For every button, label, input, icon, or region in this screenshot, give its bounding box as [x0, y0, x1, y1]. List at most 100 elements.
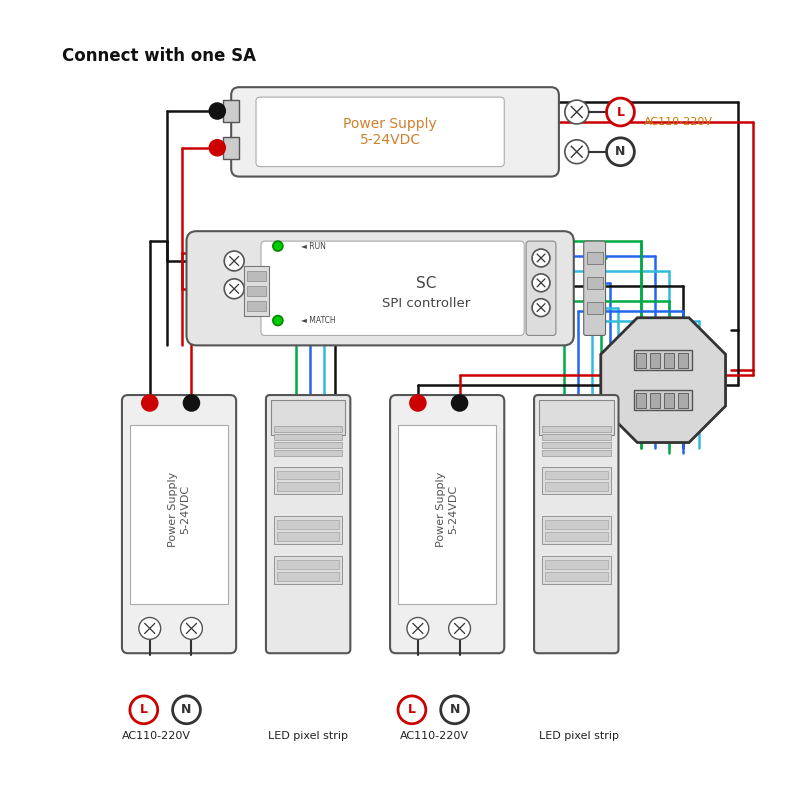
- Bar: [542, 426, 610, 432]
- FancyBboxPatch shape: [261, 241, 524, 335]
- Bar: [277, 532, 339, 541]
- Circle shape: [398, 696, 426, 724]
- Bar: [545, 470, 607, 479]
- Bar: [277, 470, 339, 479]
- Bar: [634, 350, 692, 370]
- Bar: [542, 516, 610, 544]
- Circle shape: [606, 138, 634, 166]
- Text: Power Supply
5-24VDC: Power Supply 5-24VDC: [168, 472, 190, 547]
- Circle shape: [532, 249, 550, 267]
- Circle shape: [210, 103, 226, 119]
- Circle shape: [410, 395, 426, 411]
- FancyBboxPatch shape: [231, 87, 559, 177]
- Circle shape: [181, 618, 202, 639]
- Bar: [247, 286, 266, 296]
- Bar: [542, 556, 610, 584]
- Bar: [542, 450, 610, 456]
- Circle shape: [173, 696, 200, 724]
- Bar: [223, 100, 239, 122]
- Bar: [274, 434, 342, 440]
- FancyBboxPatch shape: [526, 241, 556, 335]
- Bar: [636, 354, 646, 368]
- Circle shape: [407, 618, 429, 639]
- Bar: [247, 301, 266, 310]
- Text: N: N: [450, 703, 460, 716]
- Circle shape: [130, 696, 158, 724]
- Bar: [277, 560, 339, 569]
- Bar: [678, 354, 688, 368]
- Text: L: L: [140, 703, 148, 716]
- Text: Connect with one SA: Connect with one SA: [62, 47, 256, 66]
- Circle shape: [139, 618, 161, 639]
- FancyBboxPatch shape: [256, 97, 504, 166]
- Bar: [678, 393, 688, 408]
- Bar: [274, 556, 342, 584]
- Circle shape: [224, 251, 244, 271]
- Text: Power Supply
5-24VDC: Power Supply 5-24VDC: [436, 472, 458, 547]
- Text: LED pixel strip: LED pixel strip: [538, 730, 618, 741]
- FancyBboxPatch shape: [584, 241, 606, 335]
- Text: AC110-220V: AC110-220V: [644, 117, 714, 127]
- Bar: [274, 426, 342, 432]
- Bar: [274, 516, 342, 544]
- Text: ◄ MATCH: ◄ MATCH: [301, 316, 335, 325]
- Circle shape: [142, 395, 158, 411]
- Circle shape: [452, 395, 467, 411]
- Bar: [634, 390, 692, 410]
- Bar: [545, 532, 607, 541]
- Text: LED pixel strip: LED pixel strip: [268, 730, 348, 741]
- Bar: [636, 393, 646, 408]
- Bar: [130, 425, 228, 603]
- Circle shape: [183, 395, 199, 411]
- Bar: [545, 482, 607, 491]
- Text: ◄ RUN: ◄ RUN: [301, 242, 326, 250]
- Text: L: L: [617, 106, 625, 118]
- Bar: [539, 400, 614, 434]
- Circle shape: [606, 98, 634, 126]
- Circle shape: [210, 140, 226, 156]
- Text: SC: SC: [417, 276, 437, 291]
- Bar: [542, 442, 610, 448]
- Bar: [274, 466, 342, 494]
- Text: AC110-220V: AC110-220V: [122, 730, 191, 741]
- Bar: [274, 442, 342, 448]
- Circle shape: [441, 696, 469, 724]
- Bar: [223, 137, 239, 158]
- Bar: [545, 520, 607, 529]
- Circle shape: [273, 241, 283, 251]
- Text: Power Supply
5-24VDC: Power Supply 5-24VDC: [343, 117, 437, 147]
- Circle shape: [565, 100, 589, 124]
- Polygon shape: [601, 318, 726, 442]
- Circle shape: [532, 274, 550, 292]
- Text: N: N: [182, 703, 192, 716]
- Bar: [398, 425, 496, 603]
- Bar: [586, 277, 602, 289]
- Bar: [277, 520, 339, 529]
- Bar: [586, 302, 602, 314]
- Bar: [664, 354, 674, 368]
- Bar: [650, 354, 660, 368]
- FancyBboxPatch shape: [534, 395, 618, 654]
- Text: AC110-220V: AC110-220V: [400, 730, 470, 741]
- Circle shape: [273, 315, 283, 326]
- Circle shape: [224, 279, 244, 298]
- Text: L: L: [408, 703, 416, 716]
- Circle shape: [565, 140, 589, 164]
- Text: N: N: [615, 146, 626, 158]
- Bar: [277, 572, 339, 581]
- Bar: [247, 271, 266, 281]
- Circle shape: [449, 618, 470, 639]
- Circle shape: [532, 298, 550, 317]
- Bar: [545, 560, 607, 569]
- FancyBboxPatch shape: [390, 395, 504, 654]
- Bar: [542, 434, 610, 440]
- Bar: [274, 450, 342, 456]
- Bar: [664, 393, 674, 408]
- Bar: [271, 400, 346, 434]
- Bar: [586, 252, 602, 264]
- Bar: [545, 572, 607, 581]
- FancyBboxPatch shape: [186, 231, 574, 346]
- Bar: [650, 393, 660, 408]
- Text: SPI controller: SPI controller: [382, 297, 470, 310]
- Bar: [244, 266, 269, 315]
